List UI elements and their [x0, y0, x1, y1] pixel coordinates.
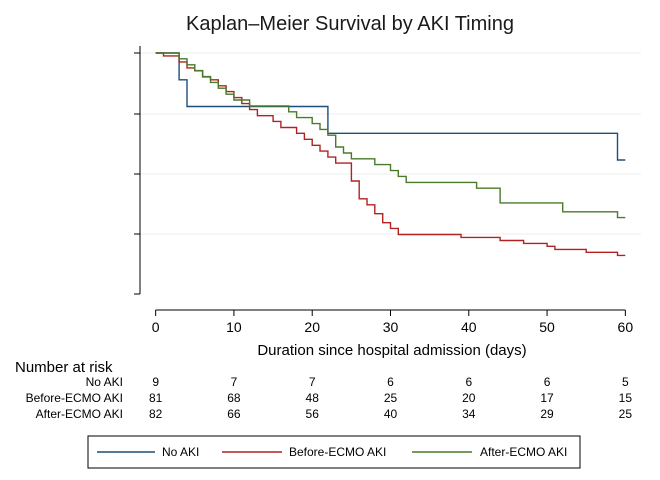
risk-value: 25: [384, 391, 398, 405]
km-curve-after-ecmo-aki: [155, 52, 626, 219]
x-tick-label: 20: [304, 319, 320, 335]
risk-value: 29: [540, 407, 554, 421]
x-tick-label: 50: [539, 319, 555, 335]
km-curve-no-aki: [155, 52, 626, 161]
risk-value: 68: [227, 391, 241, 405]
km-curve-before-ecmo-aki: [155, 52, 626, 257]
risk-value: 17: [540, 391, 554, 405]
x-axis-label: Duration since hospital admission (days): [257, 342, 526, 359]
risk-value: 6: [465, 375, 472, 389]
risk-value: 66: [227, 407, 241, 421]
risk-value: 5: [622, 375, 629, 389]
risk-row-label: No AKI: [86, 375, 123, 389]
risk-value: 15: [619, 391, 633, 405]
risk-value: 6: [544, 375, 551, 389]
legend-box: [87, 435, 581, 469]
risk-value: 81: [149, 391, 163, 405]
risk-value: 7: [309, 375, 316, 389]
series-lines: [155, 52, 626, 257]
risk-value: 7: [231, 375, 238, 389]
x-tick-label: 60: [618, 319, 634, 335]
legend-label: After-ECMO AKI: [480, 445, 567, 459]
axes: 0 10 20 30 40 50 60: [134, 46, 633, 335]
risk-value: 34: [462, 407, 476, 421]
risk-value: 40: [384, 407, 398, 421]
risk-value: 56: [306, 407, 320, 421]
x-tick-label: 40: [461, 319, 477, 335]
chart-title: Kaplan–Meier Survival by AKI Timing: [186, 13, 514, 35]
risk-value: 25: [619, 407, 633, 421]
risk-row-label: Before-ECMO AKI: [26, 391, 123, 405]
risk-value: 20: [462, 391, 476, 405]
risk-value: 9: [152, 375, 159, 389]
x-tick-label: 30: [383, 319, 399, 335]
legend-label: No AKI: [162, 445, 199, 459]
legend: No AKI Before-ECMO AKI After-ECMO AKI: [87, 435, 581, 469]
risk-value: 82: [149, 407, 163, 421]
risk-row-label: After-ECMO AKI: [36, 407, 123, 421]
x-tick-label: 10: [226, 319, 242, 335]
risk-table-title: Number at risk: [15, 359, 113, 376]
risk-value: 48: [306, 391, 320, 405]
grid: [140, 52, 641, 235]
risk-value: 6: [387, 375, 394, 389]
legend-label: Before-ECMO AKI: [289, 445, 386, 459]
x-tick-label: 0: [152, 319, 160, 335]
